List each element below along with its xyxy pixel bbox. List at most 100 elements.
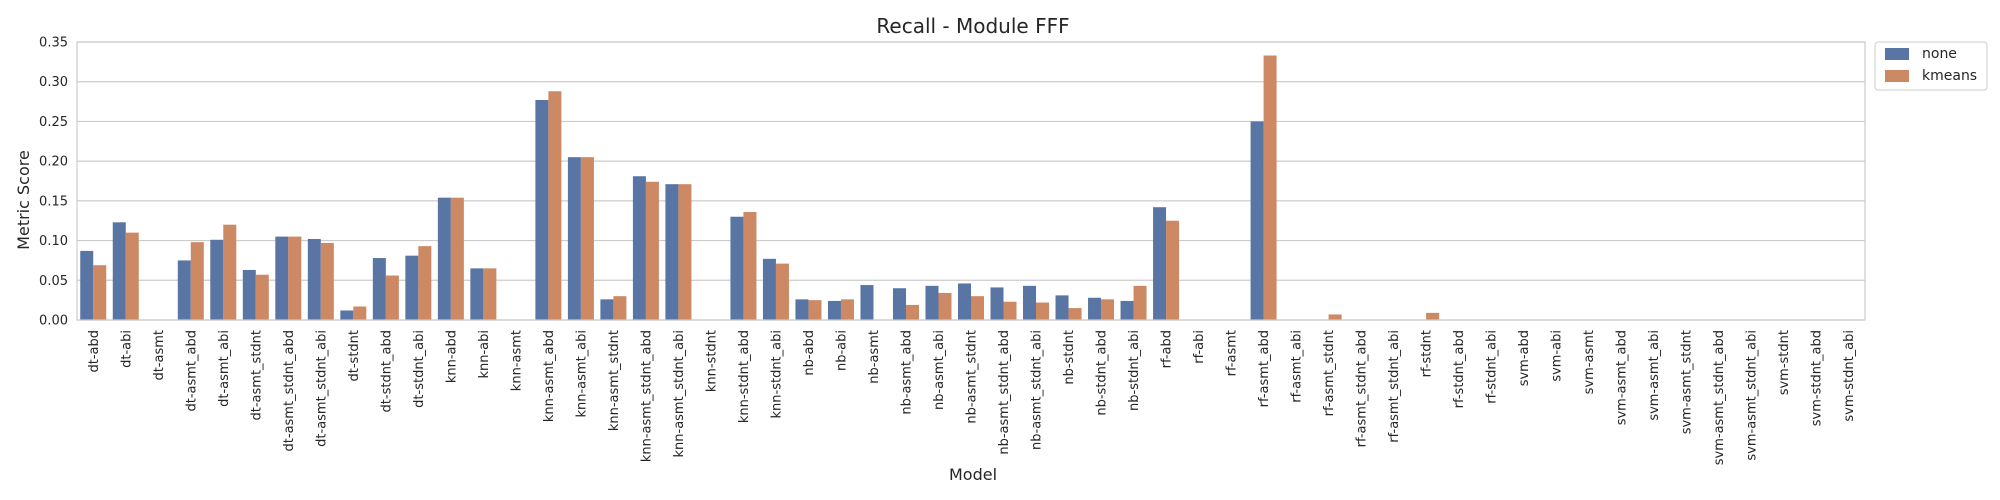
bar-none-dt-asmt_abi: [210, 239, 224, 320]
bar-kmeans-dt-asmt_abi: [223, 224, 237, 320]
x-tick-label: nb-abd: [802, 330, 817, 376]
x-tick-label: knn-stdnt_abi: [769, 330, 784, 419]
x-tick-labels: dt-abd dt-abi dt-asmt dt-asmt_abd dt-asmt_ab…: [87, 330, 1857, 465]
legend: none kmeans: [1874, 41, 1988, 91]
x-tick-label: knn-asmt: [509, 330, 524, 391]
x-tick-label: knn-abd: [444, 330, 459, 383]
bar-none-dt-abi: [112, 222, 126, 320]
bar-kmeans-nb-stdnt: [1068, 308, 1082, 320]
x-tick-label: rf-asmt_stdnt_abi: [1387, 330, 1402, 443]
y-tick-labels: 0.00 0.05 0.10 0.15 0.20 0.25 0.30 0.35: [39, 36, 68, 329]
bar-none-nb-abi: [827, 300, 841, 320]
bar-none-dt-stdnt: [340, 310, 354, 320]
bar-kmeans-rf-abd: [1166, 220, 1180, 320]
x-tick-label: knn-asmt_abd: [542, 330, 557, 422]
x-tick-label: knn-asmt_stdnt: [607, 330, 622, 431]
bar-none-knn-asmt_stdnt_abd: [632, 176, 646, 320]
bar-kmeans-nb-asmt_stdnt_abd: [1003, 301, 1017, 320]
y-tick-label: 0.30: [39, 75, 68, 90]
x-tick-label: svm-stdnt: [1777, 330, 1792, 395]
x-tick-label: rf-abi: [1192, 330, 1207, 364]
bar-none-knn-stdnt_abi: [762, 258, 776, 320]
x-tick-label: dt-abi: [119, 330, 134, 368]
y-gridlines: [77, 41, 1865, 321]
x-tick-label: svm-asmt_abi: [1647, 330, 1662, 421]
bar-none-dt-asmt_stdnt_abd: [275, 236, 289, 320]
bar-kmeans-nb-abi: [840, 299, 854, 320]
bar-kmeans-nb-asmt_abi: [938, 292, 952, 320]
x-tick-label: rf-asmt_stdnt: [1322, 330, 1337, 416]
x-tick-label: dt-stdnt_abd: [379, 330, 394, 412]
x-tick-label: nb-asmt_abd: [899, 330, 914, 415]
bar-none-nb-stdnt_abd: [1088, 297, 1102, 320]
bar-kmeans-rf-stdnt: [1426, 312, 1440, 320]
bar-none-knn-stdnt_abd: [730, 216, 744, 320]
bar-none-knn-asmt_stdnt_abi: [665, 184, 679, 320]
x-tick-label: rf-asmt: [1225, 330, 1240, 376]
y-axis-title: Metric Score: [14, 150, 33, 250]
bar-kmeans-knn-asmt_stdnt_abi: [678, 184, 692, 320]
bar-kmeans-knn-asmt_stdnt: [613, 296, 627, 320]
bar-kmeans-dt-abi: [125, 232, 139, 320]
bar-none-dt-asmt_abd: [177, 260, 191, 320]
bar-kmeans-knn-stdnt_abi: [775, 263, 789, 320]
y-tick-label: 0.35: [39, 36, 68, 51]
x-tick-label: nb-stdnt_abi: [1127, 330, 1142, 411]
x-tick-label: svm-asmt_stdnt_abi: [1745, 330, 1760, 461]
x-tick-label: knn-asmt_abi: [574, 330, 589, 418]
bar-none-nb-asmt_stdnt_abd: [990, 287, 1004, 320]
bar-kmeans-dt-stdnt: [353, 306, 367, 320]
x-tick-label: svm-asmt_stdnt: [1680, 330, 1695, 434]
bar-kmeans-nb-asmt_abd: [905, 304, 919, 320]
bars: [80, 55, 1440, 321]
x-tick-label: rf-stdnt_abd: [1452, 330, 1467, 408]
bar-none-nb-asmt_stdnt_abi: [1023, 285, 1037, 320]
x-tick-label: nb-asmt_stdnt_abi: [1030, 330, 1045, 450]
x-tick-label: dt-asmt_stdnt_abd: [282, 330, 297, 451]
bar-none-nb-asmt_abi: [925, 285, 939, 320]
x-tick-label: knn-stdnt_abd: [737, 330, 752, 423]
bar-none-knn-asmt_stdnt: [600, 299, 614, 320]
x-tick-label: svm-abd: [1517, 330, 1532, 386]
bar-kmeans-knn-abi: [483, 268, 497, 320]
bar-kmeans-nb-abd: [808, 300, 822, 320]
x-tick-label: dt-abd: [87, 330, 102, 373]
x-tick-label: rf-abd: [1160, 330, 1175, 368]
y-tick-label: 0.00: [39, 314, 68, 329]
legend-label-none: none: [1922, 46, 1957, 62]
bar-kmeans-knn-stdnt_abd: [743, 211, 757, 320]
y-tick-label: 0.10: [39, 234, 68, 249]
bar-none-knn-asmt_abd: [535, 99, 549, 321]
bar-kmeans-knn-asmt_abi: [580, 157, 594, 320]
x-tick-label: dt-asmt_stdnt_abi: [314, 330, 329, 447]
chart-title: Recall - Module FFF: [876, 14, 1069, 38]
legend-swatch-kmeans: [1885, 70, 1909, 82]
bar-kmeans-dt-asmt_stdnt_abi: [320, 242, 334, 320]
y-tick-label: 0.20: [39, 155, 68, 170]
x-tick-label: rf-asmt_stdnt_abd: [1355, 330, 1370, 447]
bar-kmeans-dt-stdnt_abd: [385, 275, 399, 320]
x-tick-label: nb-stdnt_abd: [1095, 330, 1110, 416]
x-tick-label: nb-stdnt: [1062, 330, 1077, 385]
x-tick-label: svm-asmt_stdnt_abd: [1712, 330, 1727, 465]
x-tick-label: dt-asmt_stdnt: [249, 330, 264, 421]
bar-none-rf-asmt_abd: [1250, 121, 1264, 320]
bar-kmeans-dt-asmt_stdnt: [255, 274, 269, 320]
bar-none-nb-stdnt_abi: [1120, 300, 1134, 320]
x-tick-label: knn-asmt_stdnt_abd: [639, 330, 654, 462]
x-tick-label: dt-stdnt: [347, 330, 362, 382]
x-tick-label: dt-asmt: [152, 330, 167, 381]
bar-kmeans-dt-abd: [93, 265, 107, 320]
x-tick-label: knn-asmt_stdnt_abi: [672, 330, 687, 458]
x-tick-label: rf-stdnt_abi: [1485, 330, 1500, 404]
bar-none-dt-asmt_stdnt_abi: [307, 238, 321, 320]
bar-kmeans-nb-stdnt_abi: [1133, 285, 1147, 320]
x-tick-label: rf-asmt_abi: [1290, 330, 1305, 403]
bar-none-nb-asmt: [860, 285, 874, 320]
bar-none-knn-abd: [437, 197, 451, 320]
x-tick-label: nb-abi: [834, 330, 849, 371]
x-tick-label: nb-asmt_stdnt_abd: [997, 330, 1012, 455]
bar-kmeans-nb-asmt_stdnt_abi: [1036, 302, 1050, 320]
